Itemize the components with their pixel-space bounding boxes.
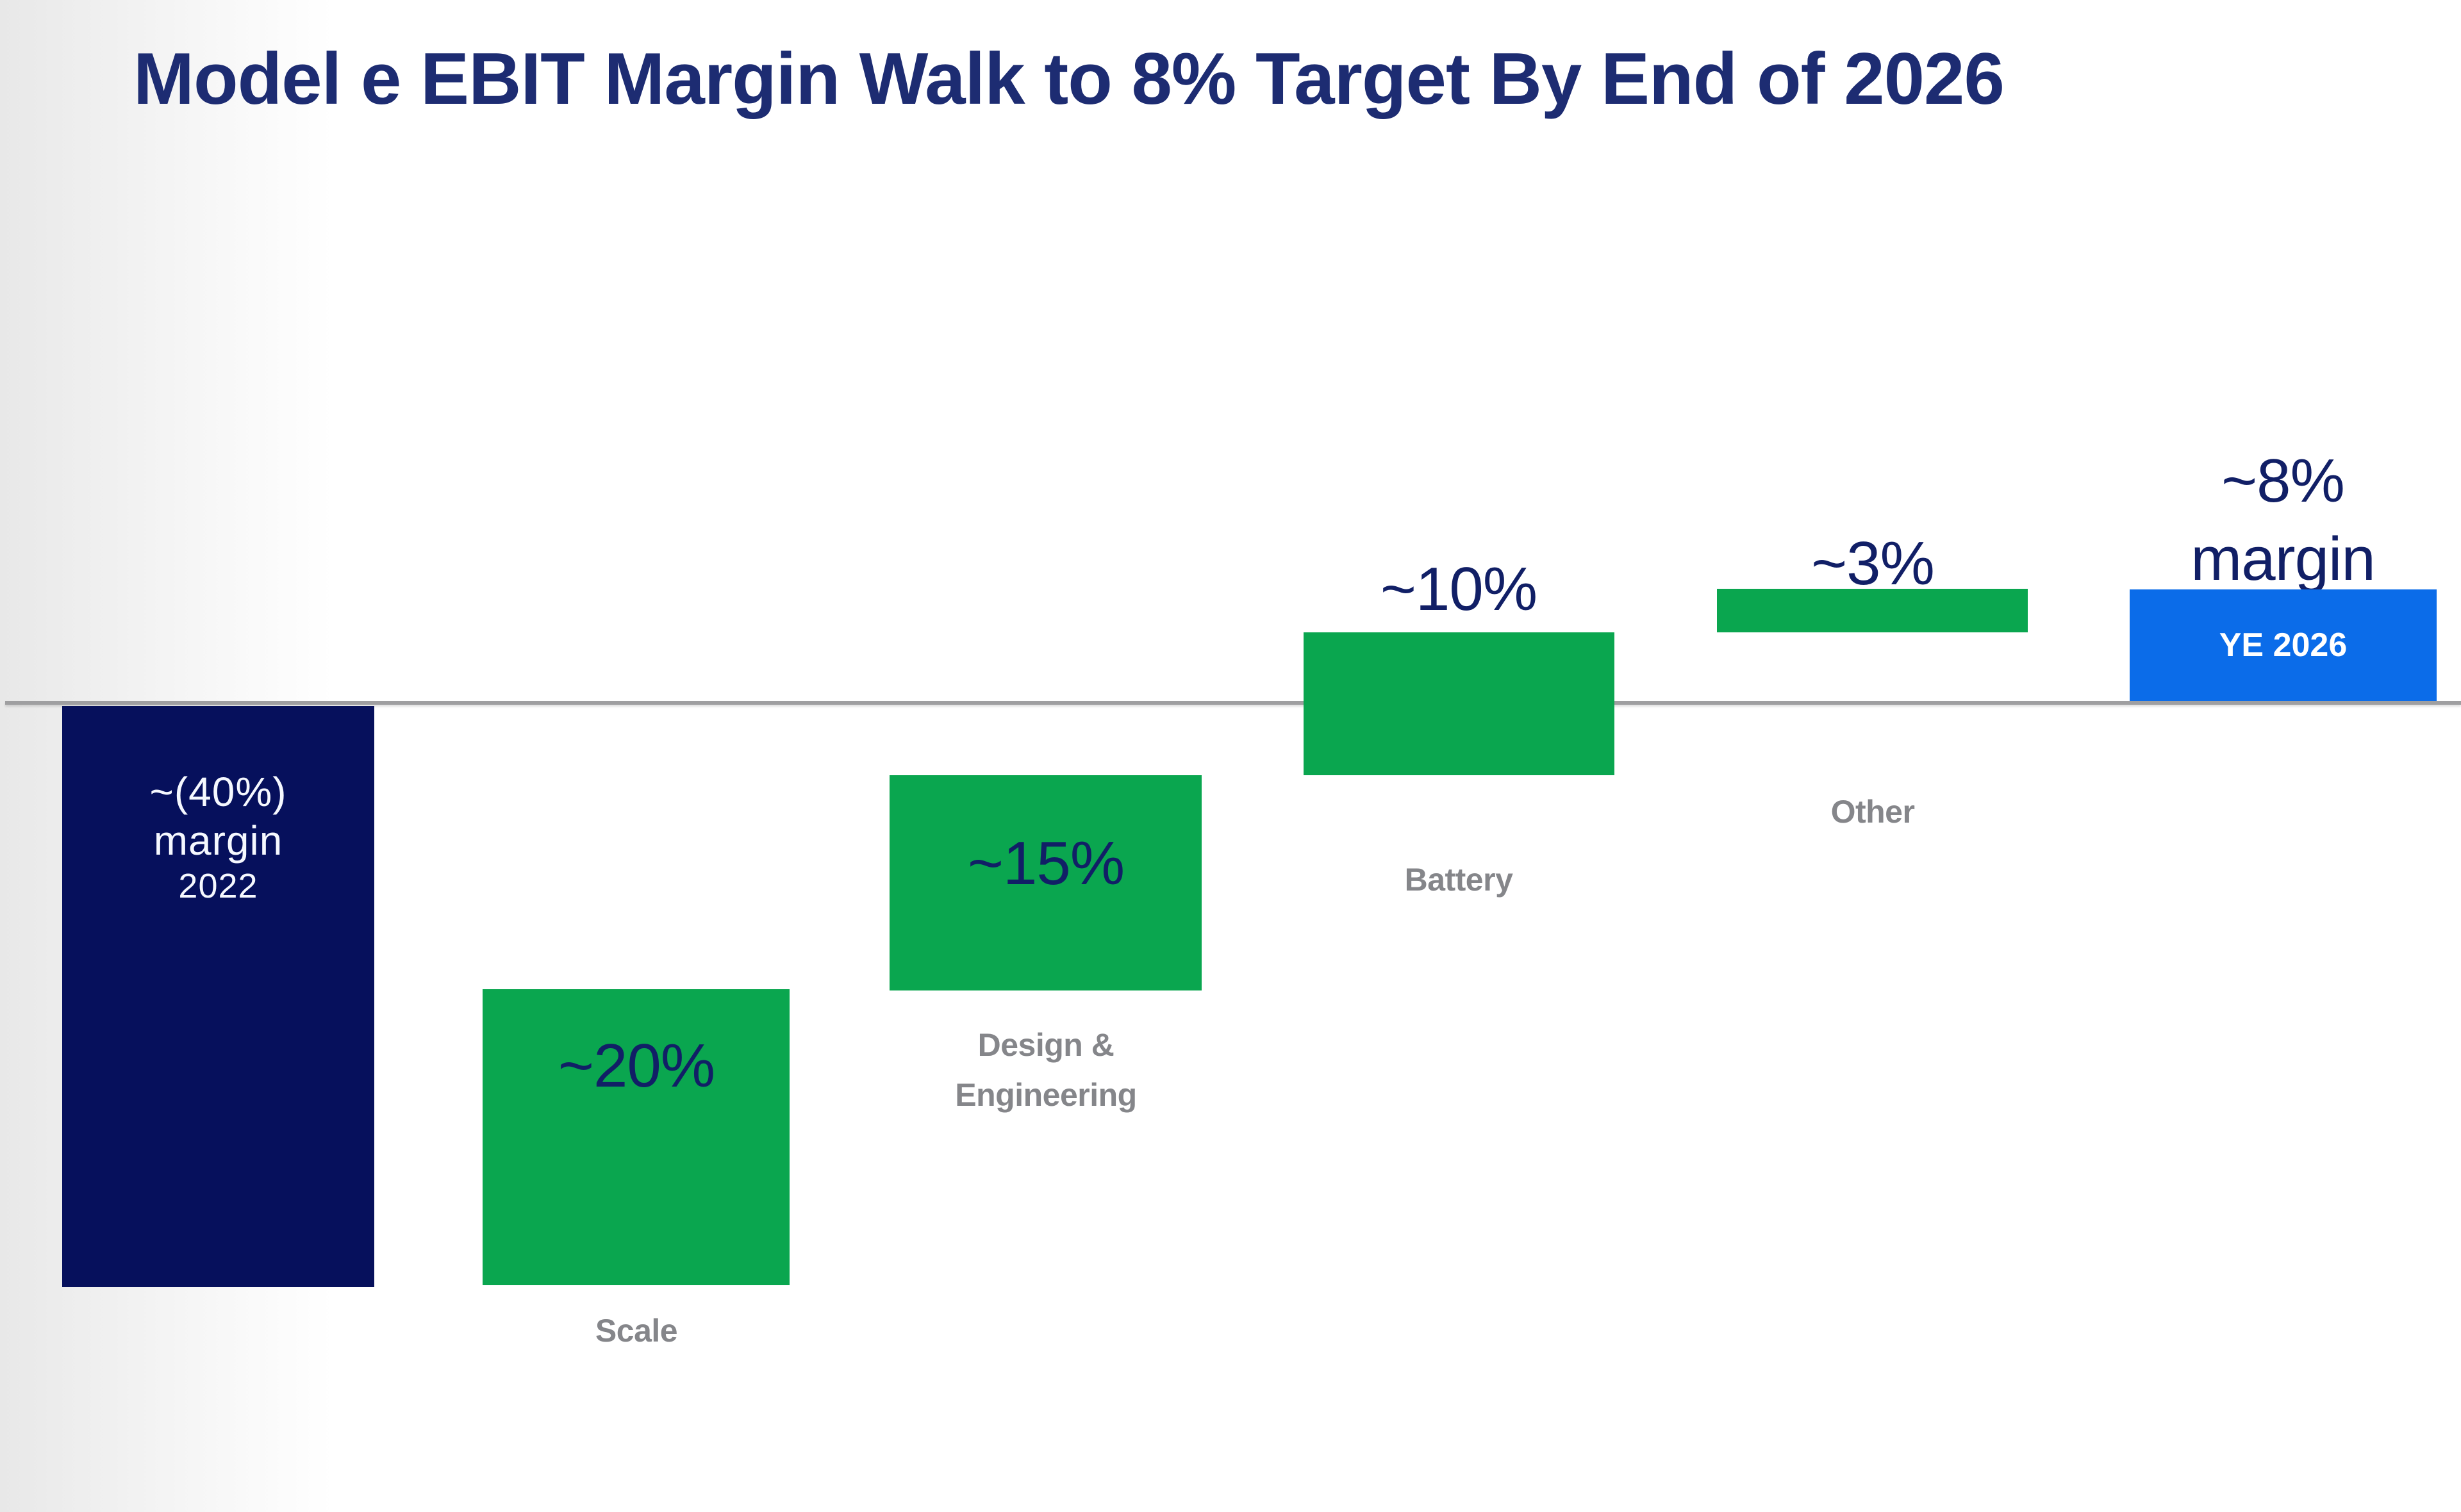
value-label-ye2026-line2: margin <box>2191 525 2375 593</box>
bar-other <box>1717 589 2028 632</box>
value-label-ye2026: ~8% margin <box>2091 442 2461 598</box>
category-label-scale: Scale <box>595 1313 678 1349</box>
bar-design-engineering <box>890 775 1202 990</box>
value-label-battery: ~10% <box>1380 555 1537 623</box>
category-label-design-line1: Design & <box>977 1027 1114 1063</box>
category-label-other: Other <box>1830 794 1915 830</box>
bar-ye2026-text: YE 2026 <box>2219 627 2348 664</box>
category-label-design-engineering: Design & Engineering <box>841 1020 1251 1120</box>
bar-2022-margin-label: margin <box>153 818 283 864</box>
zero-baseline <box>5 701 2461 705</box>
bar-2022-start: ~(40%) margin 2022 <box>62 706 374 1287</box>
bar-battery <box>1304 632 1614 775</box>
category-label-battery: Battery <box>1404 862 1513 898</box>
value-label-other: ~3% <box>1811 529 1935 598</box>
bar-2022-year-label: 2022 <box>178 867 258 905</box>
value-label-design-engineering: ~15% <box>967 829 1125 898</box>
bar-2022-value-label: ~(40%) <box>149 769 287 815</box>
category-label-design-line2: Engineering <box>955 1077 1137 1113</box>
bar-ye2026: YE 2026 <box>2130 589 2437 701</box>
chart-title: Model e EBIT Margin Walk to 8% Target By… <box>133 38 2005 120</box>
value-label-ye2026-line1: ~8% <box>2221 447 2345 515</box>
value-label-scale: ~20% <box>558 1031 715 1100</box>
bar-scale <box>483 989 790 1285</box>
